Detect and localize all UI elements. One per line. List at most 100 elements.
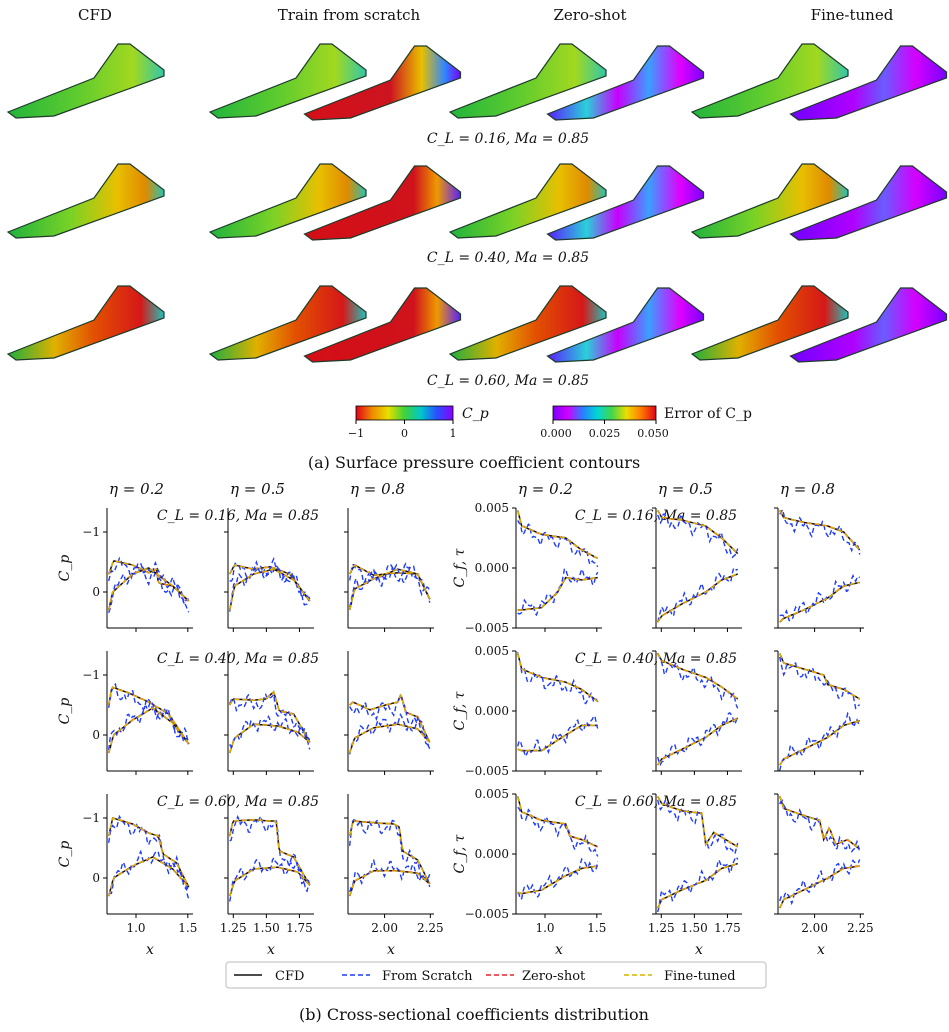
series-fine-tuned-upper — [517, 652, 599, 702]
x-tick-label: 1.5 — [178, 921, 197, 935]
y-axis-label: C_p — [57, 698, 73, 725]
series-fine-tuned-upper — [349, 564, 431, 600]
y-tick-label: −1 — [82, 668, 100, 682]
series-from-scratch-lower — [349, 858, 431, 893]
series-zero-shot-upper — [108, 686, 190, 745]
series-zero-shot-upper — [779, 509, 861, 551]
y-tick-label: 0 — [92, 871, 100, 885]
series-from-scratch-upper — [779, 799, 861, 853]
contour-col-title-finetuned: Fine-tuned — [811, 6, 894, 24]
x-tick-label: 1.75 — [714, 921, 741, 935]
x-axis-label: x — [817, 942, 825, 958]
series-fine-tuned-upper — [229, 564, 311, 602]
series-fine-tuned-upper — [517, 796, 598, 848]
x-tick-label: 1.25 — [648, 921, 675, 935]
series-cfd-upper — [107, 560, 190, 602]
series-cfd-upper — [779, 510, 861, 551]
series-zero-shot-lower — [779, 719, 861, 766]
series-zero-shot-lower — [517, 724, 598, 752]
x-tick-label: 2.25 — [417, 921, 444, 935]
y-axis-label: C_f, τ — [452, 834, 468, 873]
series-cfd-lower — [517, 724, 598, 752]
cf-plot-r3-c1: 0.005 0.000 −0.005 C_f, τ 1.0 1.5 x — [452, 787, 606, 958]
y-tick-label: −0.005 — [465, 621, 509, 635]
series-fine-tuned-lower — [657, 717, 738, 766]
series-fine-tuned-upper — [349, 820, 431, 885]
series-from-scratch-lower — [229, 856, 311, 902]
series-fine-tuned-upper — [229, 818, 311, 886]
series-cfd-lower — [779, 719, 860, 766]
series-fine-tuned-lower — [229, 866, 311, 897]
series-cfd-upper — [107, 817, 190, 888]
series-fine-tuned-lower — [779, 581, 860, 623]
legend-label-cfd: CFD — [275, 969, 304, 984]
x-tick-label: 1.50 — [681, 921, 708, 935]
colorbar-error-label: Error of C_p — [664, 406, 752, 422]
series-fine-tuned-upper — [779, 796, 861, 850]
series-cfd-lower — [657, 573, 738, 623]
colorbar-cp-tick-0: −1 — [348, 427, 364, 440]
colorbar-error-tick-2: 0.050 — [637, 427, 669, 440]
colorbar-cp-tick-1: 0 — [401, 427, 408, 440]
series-cfd-upper — [349, 564, 431, 600]
cf-plot-r3-c3: 2.00 2.25 x — [774, 793, 874, 958]
x-tick-label: 1.0 — [126, 921, 145, 935]
x-tick-label: 2.00 — [801, 921, 828, 935]
series-fine-tuned-upper — [517, 510, 599, 560]
series-cfd-upper — [778, 796, 861, 850]
series-fine-tuned-upper — [657, 796, 739, 848]
x-tick-label: 1.5 — [587, 921, 606, 935]
series-fine-tuned-upper — [779, 510, 861, 551]
series-from-scratch-lower — [657, 711, 739, 767]
series-fine-tuned-lower — [517, 724, 598, 752]
series-cfd-lower — [228, 723, 311, 754]
series-cfd-upper — [348, 820, 431, 885]
cp-plot-r3-c2: 1.25 1.50 1.75 x — [220, 794, 314, 958]
y-axis-label: C_p — [57, 841, 73, 868]
wing-contour-cp-cfd-row2 — [7, 163, 165, 239]
series-zero-shot-upper — [229, 818, 311, 886]
series-from-scratch-upper — [108, 556, 190, 613]
colorbar-cp-label: C_p — [462, 406, 489, 422]
y-tick-label: 0.000 — [475, 704, 509, 718]
section-col-title-2: η = 0.5 — [230, 480, 285, 498]
series-from-scratch-lower — [229, 714, 311, 749]
series-fine-tuned-lower — [657, 573, 738, 623]
x-axis-label: x — [387, 942, 395, 958]
series-fine-tuned-lower — [108, 567, 190, 611]
legend: CFD From Scratch Zero-shot Fine-tuned — [225, 961, 767, 989]
series-from-scratch-lower — [779, 711, 861, 771]
y-tick-label: −0.005 — [465, 907, 509, 921]
x-tick-label: 1.0 — [535, 921, 554, 935]
series-fine-tuned-lower — [349, 723, 431, 754]
series-from-scratch-upper — [229, 814, 311, 893]
cf-plot-r2-c1: 0.005 0.000 −0.005 C_f, τ — [452, 644, 602, 778]
colorbar-error-tick-1: 0.025 — [589, 427, 621, 440]
contour-col-title-zeroshot: Zero-shot — [554, 6, 627, 24]
cf-plot-r2-c2 — [652, 650, 742, 775]
series-fine-tuned-lower — [517, 576, 598, 611]
contour-col-title-scratch: Train from scratch — [278, 6, 421, 24]
cf-plot-r1-c3 — [774, 507, 864, 632]
series-from-scratch-lower — [349, 712, 431, 755]
series-from-scratch-upper — [349, 818, 431, 888]
legend-label-scratch: From Scratch — [382, 969, 473, 984]
series-zero-shot-lower — [657, 572, 738, 623]
y-tick-label: 0.000 — [475, 847, 509, 861]
series-zero-shot-lower — [657, 862, 738, 909]
colorbar-error-bar — [552, 405, 657, 421]
cp-plot-r2-c3 — [344, 651, 434, 775]
cp-plot-r3-c3: 2.00 2.25 x — [344, 794, 444, 958]
series-fine-tuned-upper — [108, 686, 190, 745]
series-fine-tuned-upper — [349, 693, 431, 743]
contour-row-label-1: C_L = 0.16, Ma = 0.85 — [427, 131, 589, 147]
cf-plot-r1-c2 — [652, 507, 742, 632]
series-zero-shot-lower — [229, 723, 311, 754]
x-axis-label: x — [555, 942, 563, 958]
series-from-scratch-upper — [349, 564, 431, 603]
cp-plot-r1-c2 — [224, 508, 314, 632]
panel-b-caption: (b) Cross-sectional coefficients distrib… — [299, 1005, 649, 1024]
y-tick-label: 0 — [92, 728, 100, 742]
cp-plot-r2-c1: −1 0 C_p — [57, 651, 193, 775]
colorbar-cp: −1 0 1 C_p — [348, 405, 489, 440]
